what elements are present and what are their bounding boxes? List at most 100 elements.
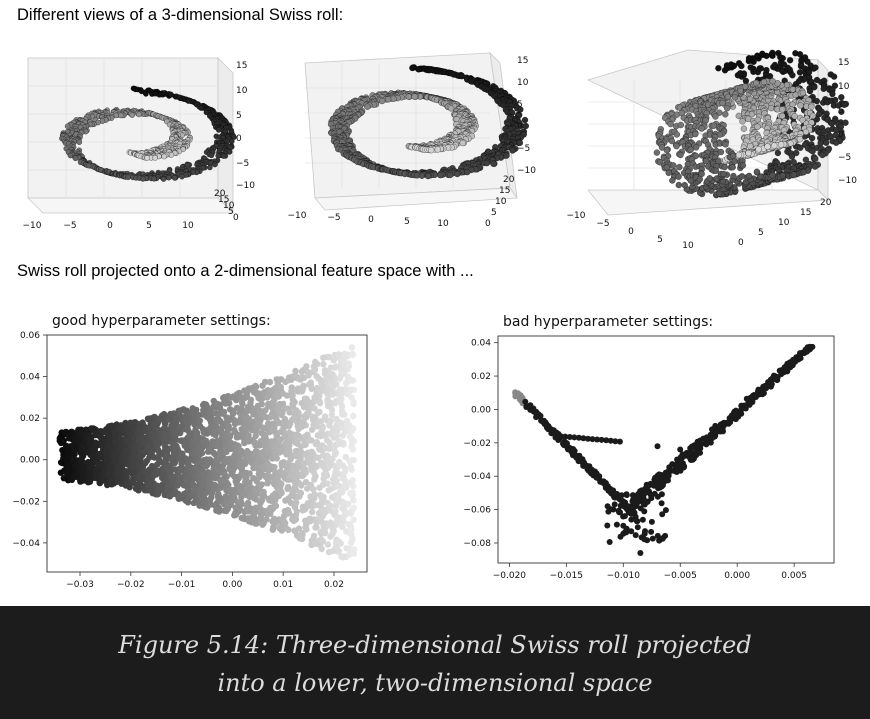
y-tick-label: 20 [214,189,226,199]
data-point [314,454,322,461]
data-point [747,64,754,71]
data-point [516,139,524,147]
data-point [216,468,223,476]
y-tick-label: 0.06 [20,331,40,341]
data-point [755,146,762,153]
data-point [829,90,836,98]
data-point [723,104,731,112]
x-tick-label: 5 [404,217,410,227]
data-point [774,149,782,157]
data-point [769,49,776,57]
data-point [384,96,392,103]
x-tick-label: 0.01 [273,580,293,590]
data-point [729,152,737,160]
data-point [348,457,356,464]
x-tick-label: −10 [288,211,307,221]
data-point [841,101,848,109]
data-point [349,492,356,499]
data-point [179,173,185,180]
data-point [327,417,334,425]
data-point [720,170,727,178]
data-point [770,142,778,149]
data-point [665,169,672,177]
data-point [675,181,683,189]
z-tick-label: 15 [236,61,247,71]
data-point [802,156,810,164]
z-tick-label: 15 [517,56,528,66]
y-tick-label: 5 [491,208,497,218]
data-point [454,170,461,178]
x-tick-label: −10 [23,221,42,231]
data-point [427,146,435,154]
data-point [129,112,136,118]
x-tick-label: 0 [368,215,374,225]
data-point [735,151,743,159]
data-point [809,112,817,120]
data-point [320,481,327,488]
y-tick-label: 0.00 [20,456,40,466]
data-point [757,65,765,72]
data-point [459,139,467,147]
data-point [212,161,218,168]
data-point [168,152,175,158]
data-point [521,116,529,124]
z-tick-label: 0 [838,130,844,140]
y-tick-label: 10 [223,201,235,211]
data-point [792,50,799,57]
data-point [340,356,347,363]
data-point [328,411,335,418]
data-point [215,152,222,159]
data-point [258,516,266,523]
data-point [125,174,131,181]
data-point [811,163,819,170]
data-point [745,54,753,62]
data-point [722,111,729,118]
y-tick-label: 0.04 [20,373,40,383]
data-point [252,432,259,440]
z-tick-label: −10 [838,176,857,186]
data-point [325,487,332,494]
pane-floor [27,197,234,214]
data-point [316,408,323,416]
z-tick-label: 10 [838,82,850,92]
data-point [731,158,738,165]
data-point [673,142,680,150]
data-point [319,538,326,545]
data-point [60,437,67,444]
x-tick-label: −5 [327,213,340,223]
data-point [347,463,355,471]
data-point [692,144,700,151]
data-point [313,519,320,526]
data-point [333,363,340,370]
data-point [364,103,371,110]
data-point [503,152,510,159]
data-point [298,374,305,382]
z-tick-label: 5 [838,106,844,116]
data-point [136,111,142,118]
data-point [424,172,432,180]
data-point [810,84,818,91]
data-point [786,56,794,64]
data-point [348,427,355,435]
data-point [769,77,776,85]
data-point [343,509,351,517]
data-point [769,171,776,179]
data-point [754,123,761,131]
pane-floor [314,187,518,211]
data-point [161,153,168,160]
x-tick-label: −0.02 [117,580,145,590]
data-point [819,151,826,159]
x-tick-label: 10 [682,241,694,251]
data-point [796,135,804,143]
data-point [777,141,785,148]
data-point [266,378,274,386]
data-point [832,139,840,146]
data-point [687,146,694,153]
data-point [783,81,791,89]
data-point [808,134,816,142]
data-point [302,517,309,524]
y-tick-label: 20 [503,175,515,185]
data-point [715,64,722,72]
data-point [831,96,839,104]
data-point [797,102,804,109]
